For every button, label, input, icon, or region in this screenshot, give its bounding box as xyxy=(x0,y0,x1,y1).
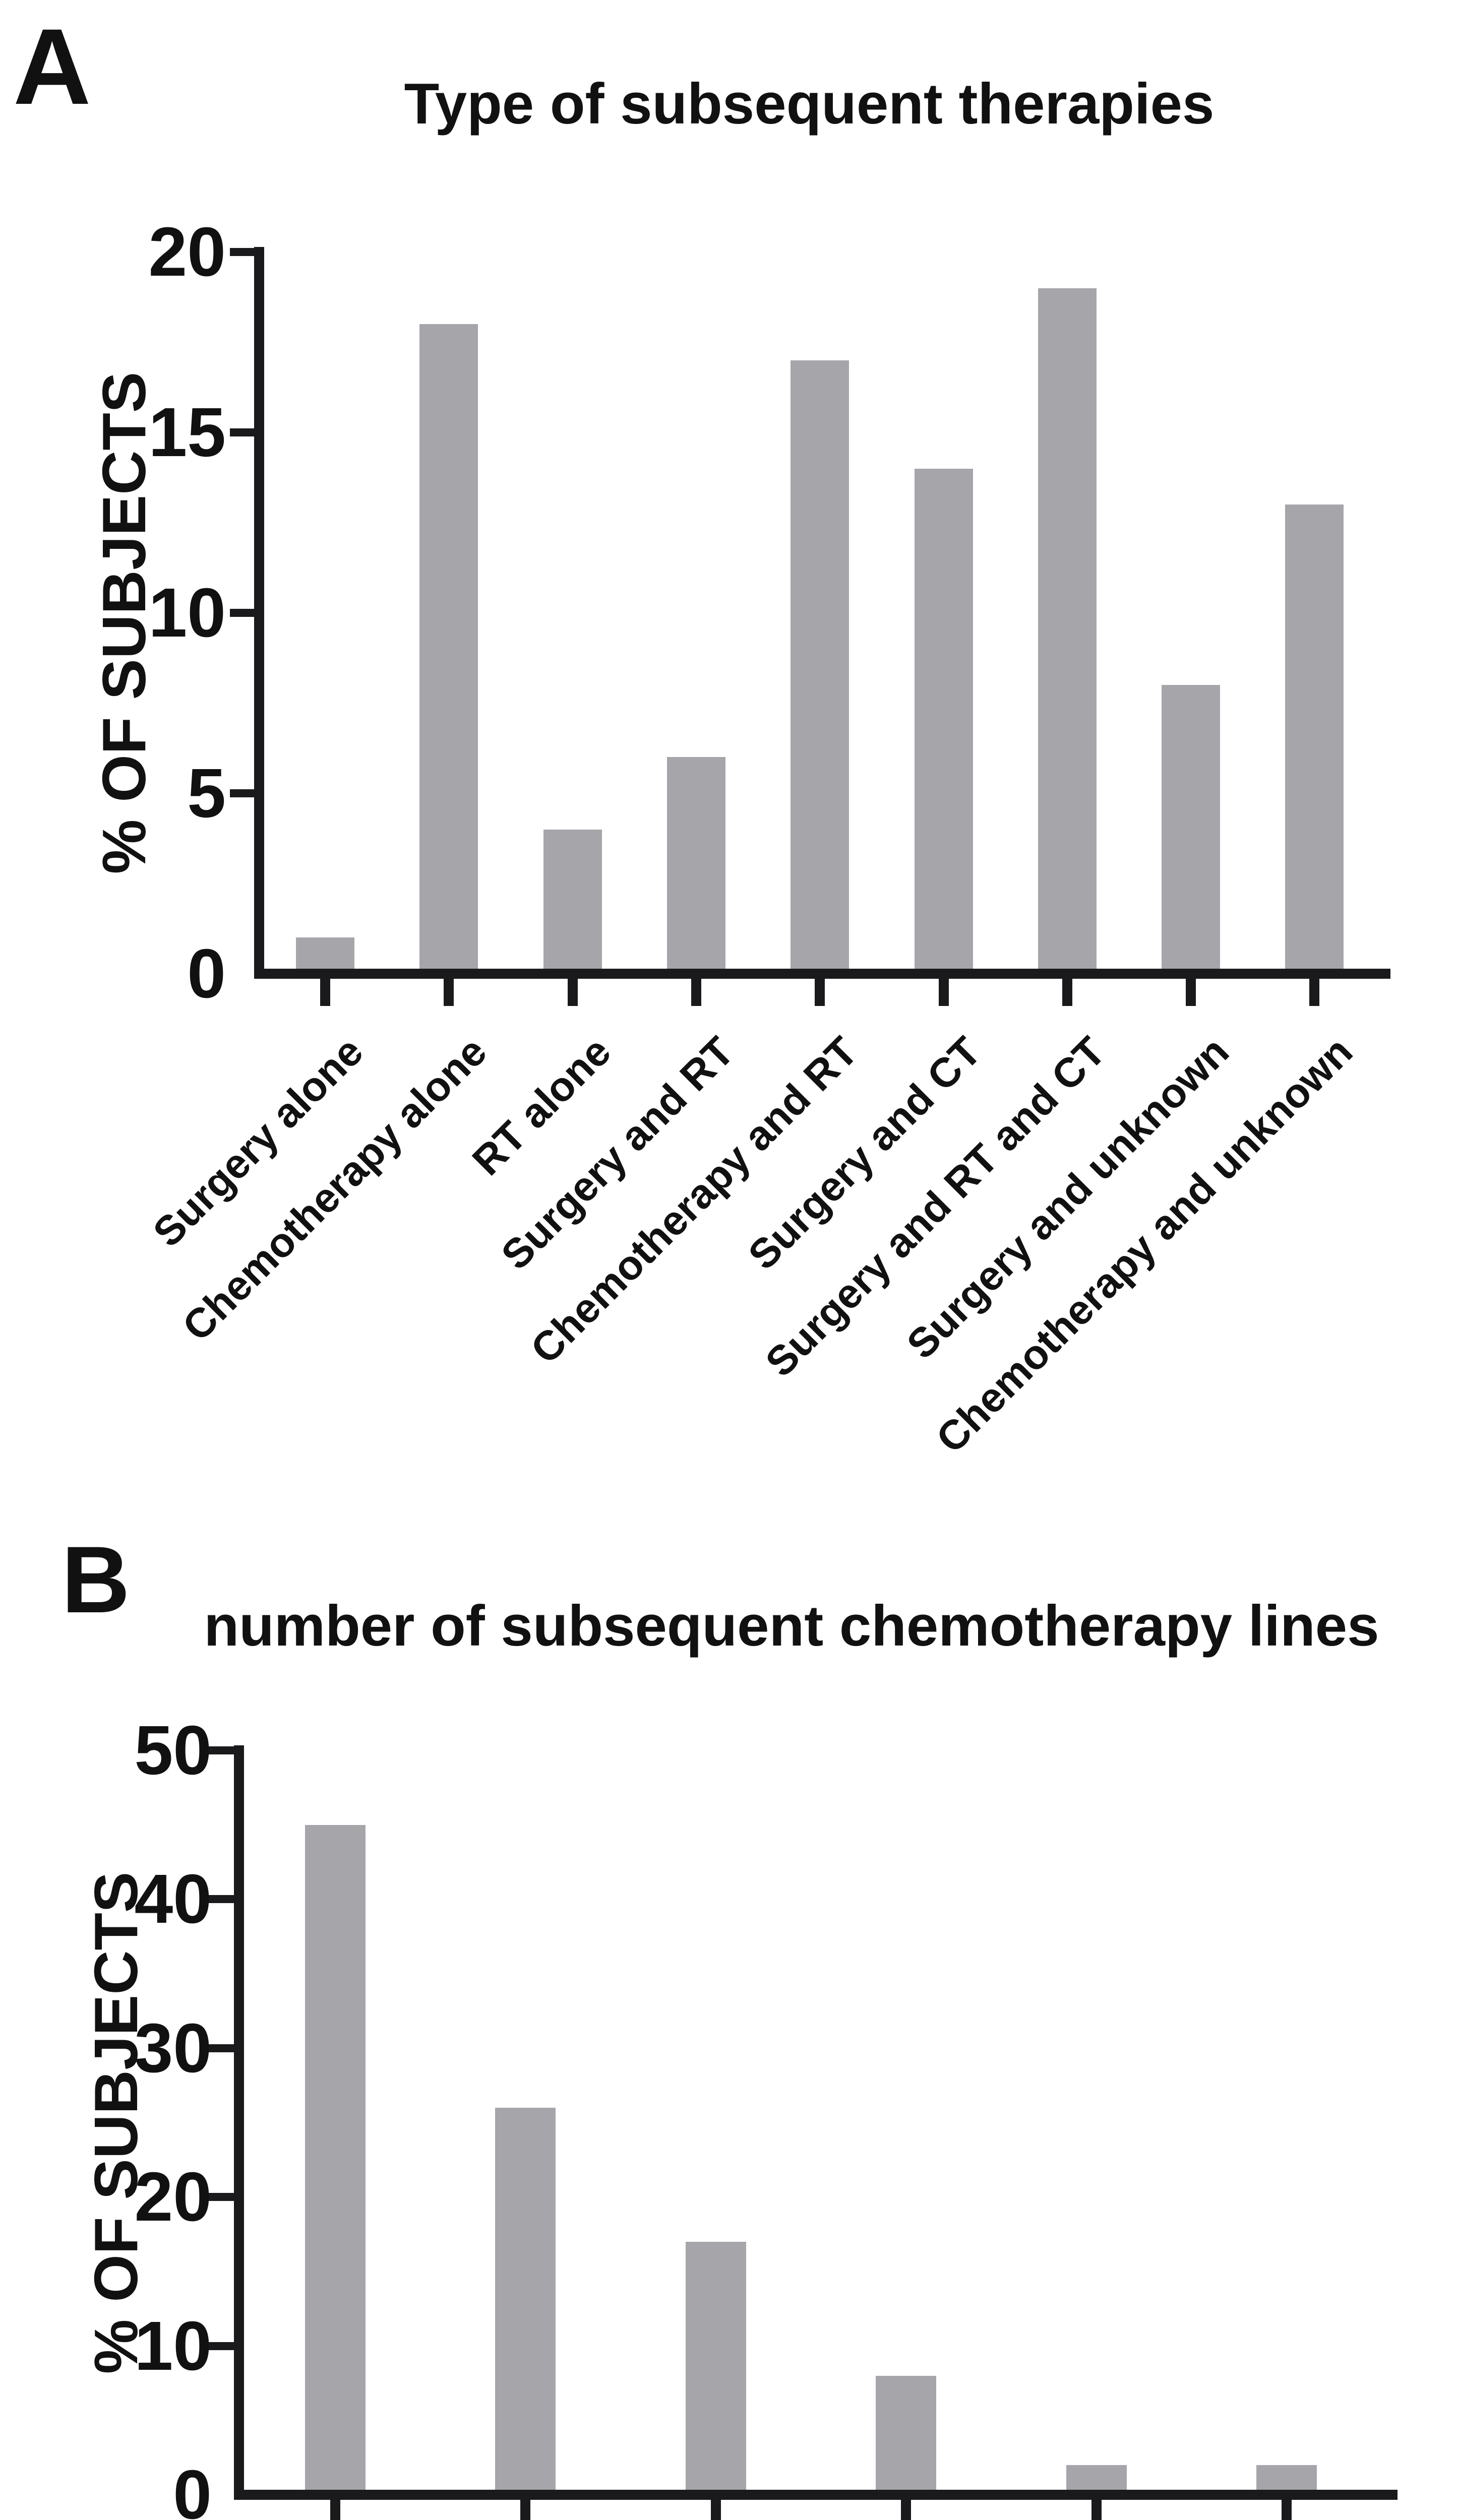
panel-b-y-tick-label-20: 20 xyxy=(134,2158,212,2236)
panel-a-x-tick-0 xyxy=(320,979,330,1006)
panel-a-y-tick-label-10: 10 xyxy=(148,574,226,652)
panel-a-x-tick-1 xyxy=(444,979,454,1006)
panel-a-y-tick-10 xyxy=(230,609,254,617)
panel-a-y-tick-label-5: 5 xyxy=(187,754,226,832)
panel-a-bar-2 xyxy=(543,830,602,974)
panel-a-x-tick-2 xyxy=(568,979,578,1006)
panel-b-y-tick-label-40: 40 xyxy=(134,1860,212,1938)
panel-a-bar-4 xyxy=(791,360,849,974)
panel-a-y-tick-label-0: 0 xyxy=(187,935,226,1013)
panel-b-y-tick-label-0: 0 xyxy=(173,2456,212,2520)
panel-a-bar-1 xyxy=(419,324,478,974)
panel-b-y-tick-label-30: 30 xyxy=(134,2009,212,2087)
panel-b-x-axis-line xyxy=(234,2490,1398,2500)
panel-a-bar-6 xyxy=(1038,288,1097,974)
panel-b-x-tick-1 xyxy=(520,2500,530,2520)
panel-b-y-tick-50 xyxy=(209,1746,234,1754)
panel-a-title: Type of subsequent therapies xyxy=(404,72,1215,136)
panel-a-bar-3 xyxy=(667,757,725,974)
panel-a-bar-7 xyxy=(1162,685,1220,974)
panel-b-bar-0 xyxy=(305,1825,366,2495)
panel-b-x-tick-5 xyxy=(1282,2500,1292,2520)
panel-b-y-axis-line xyxy=(234,1745,244,2500)
panel-b-y-tick-30 xyxy=(209,2044,234,2052)
panel-b-bar-3 xyxy=(876,2376,936,2495)
panel-a-bar-8 xyxy=(1285,505,1344,974)
panel-a-bar-0 xyxy=(296,937,354,974)
panel-a-x-axis-line xyxy=(254,969,1390,979)
panel-b-ylabel: % OF SUBJECTS xyxy=(82,1871,150,2374)
panel-b-y-tick-label-10: 10 xyxy=(134,2307,212,2385)
panel-a-x-tick-5 xyxy=(939,979,949,1006)
panel-a-y-axis-line xyxy=(254,247,264,979)
panel-a-y-tick-label-20: 20 xyxy=(148,213,226,291)
panel-b-x-tick-4 xyxy=(1091,2500,1102,2520)
panel-b-y-tick-label-50: 50 xyxy=(134,1712,212,1789)
panel-b-y-tick-40 xyxy=(209,1895,234,1903)
panel-b-bar-2 xyxy=(686,2242,746,2495)
panel-a-x-tick-4 xyxy=(815,979,825,1006)
panel-b-bar-1 xyxy=(495,2108,556,2495)
panel-a-x-tick-6 xyxy=(1062,979,1072,1006)
panel-a-letter: A xyxy=(13,7,91,127)
panel-b-y-tick-10 xyxy=(209,2342,234,2350)
panel-a-x-tick-8 xyxy=(1309,979,1319,1006)
panel-a-y-tick-15 xyxy=(230,428,254,436)
panel-b-title: number of subsequent chemotherapy lines xyxy=(204,1594,1379,1658)
panel-a-y-tick-20 xyxy=(230,248,254,256)
panel-a-x-tick-7 xyxy=(1186,979,1196,1006)
panel-a-y-tick-5 xyxy=(230,789,254,797)
panel-a-y-tick-label-15: 15 xyxy=(148,394,226,471)
panel-b-x-tick-2 xyxy=(711,2500,721,2520)
panel-b-letter: B xyxy=(62,1527,130,1632)
panel-b-y-tick-20 xyxy=(209,2193,234,2201)
panel-a-x-tick-3 xyxy=(691,979,701,1006)
panel-a-bar-5 xyxy=(915,469,973,974)
panel-b-x-tick-3 xyxy=(901,2500,911,2520)
panel-b-x-tick-0 xyxy=(330,2500,340,2520)
